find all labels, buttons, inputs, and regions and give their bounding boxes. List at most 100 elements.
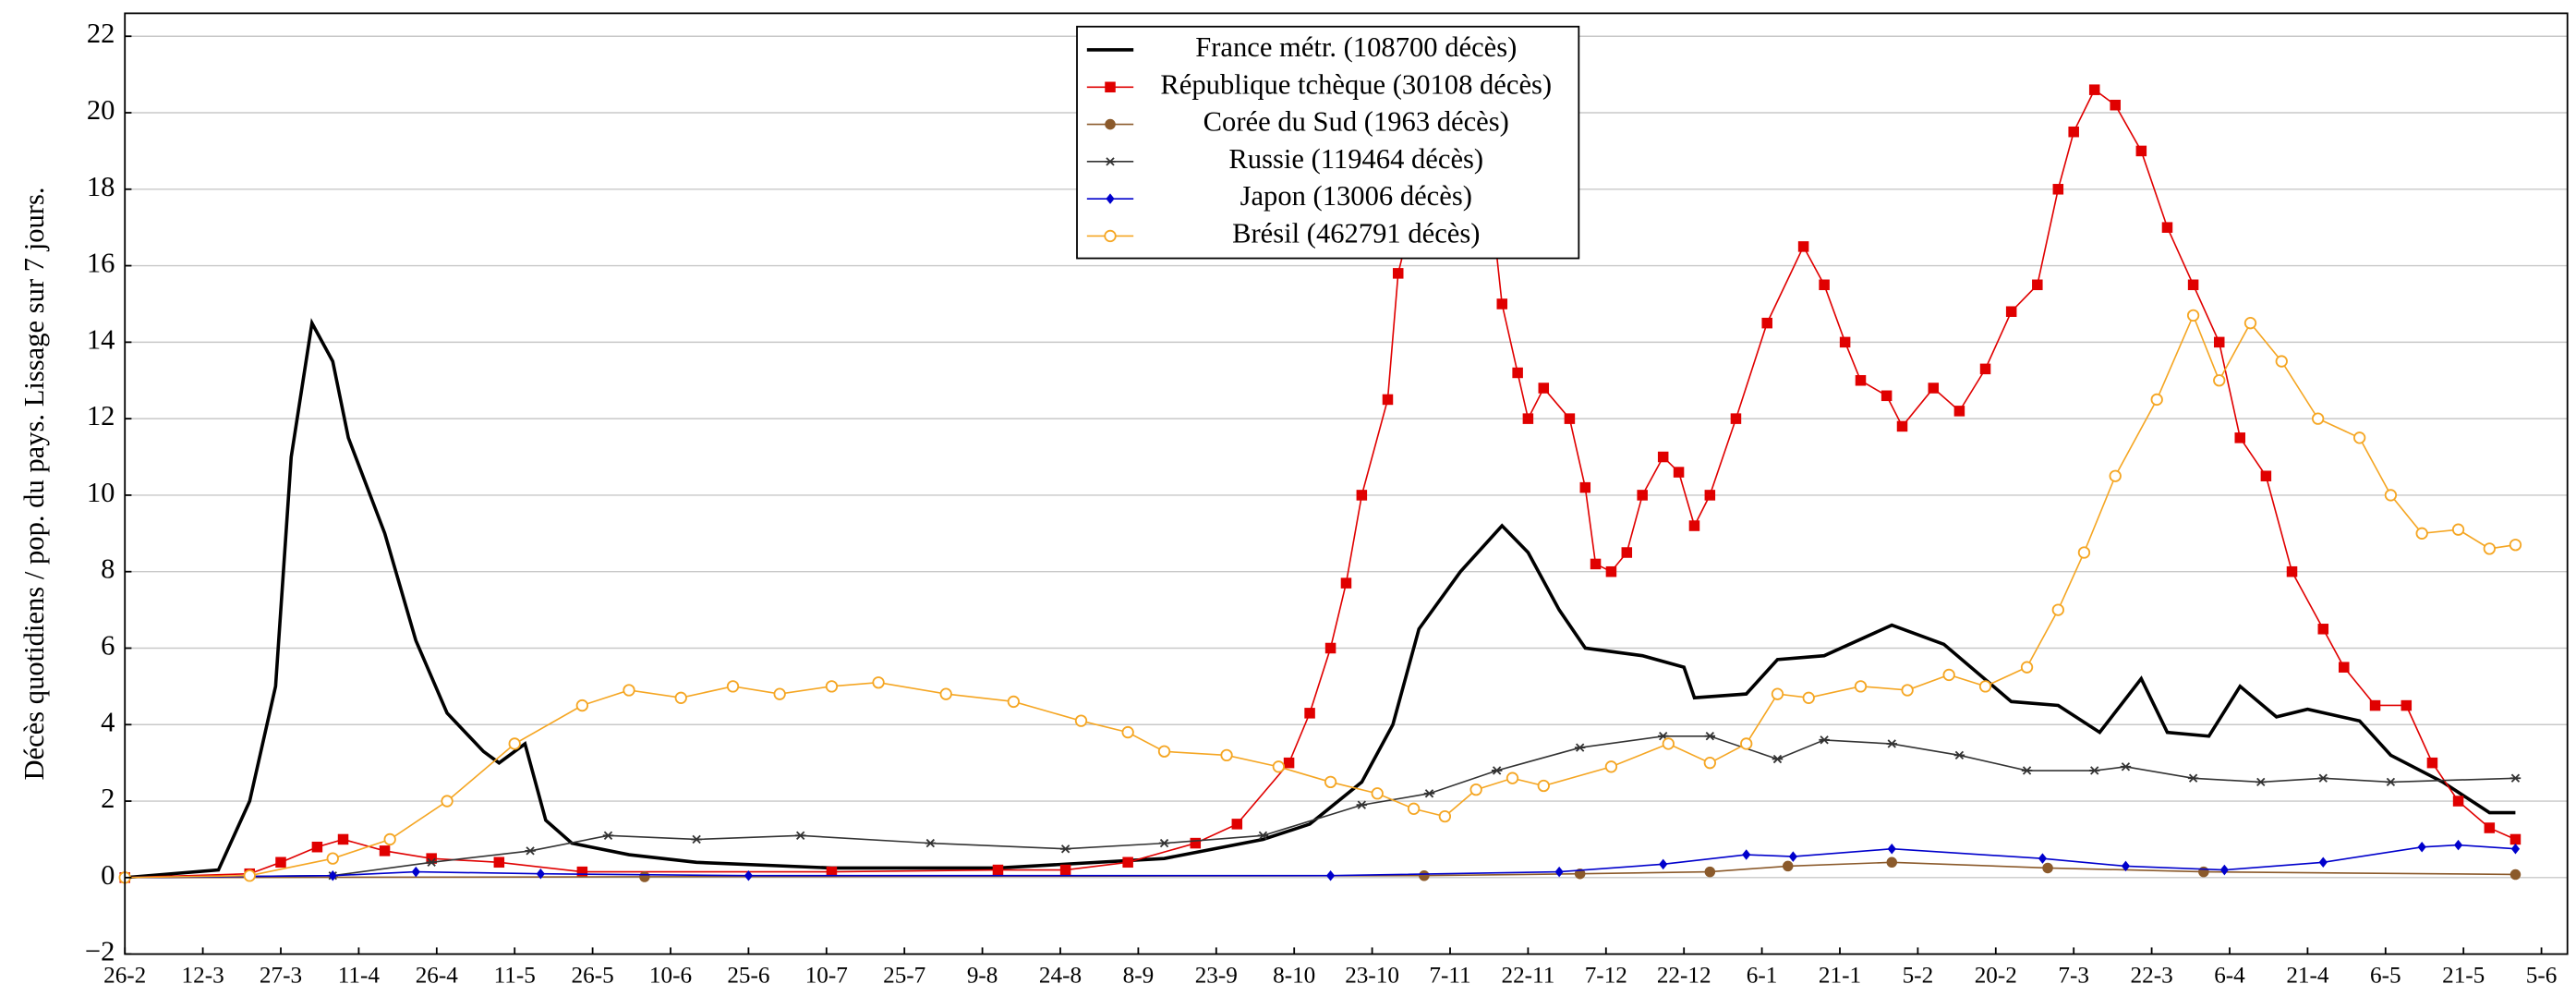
marker <box>1106 193 1115 204</box>
marker <box>275 856 286 869</box>
marker <box>2135 145 2147 157</box>
x-tick-label: 22-3 <box>2131 964 2173 984</box>
marker <box>939 687 952 700</box>
marker <box>1506 771 1519 784</box>
marker <box>674 691 687 704</box>
x-tick-label: 11-5 <box>494 964 536 984</box>
marker <box>992 864 1004 876</box>
marker <box>2426 757 2438 769</box>
x-tick-label: 21-4 <box>2286 964 2329 984</box>
marker <box>1564 413 1576 424</box>
marker <box>1761 317 1772 329</box>
series-line <box>125 318 2516 880</box>
marker <box>1604 760 1618 773</box>
marker <box>1554 866 1564 878</box>
x-tick-label: 9-8 <box>967 964 998 984</box>
marker <box>2255 777 2267 787</box>
x-tick-label: 24-8 <box>1039 964 1082 984</box>
legend-label: République tchèque (30108 décès) <box>1160 68 1552 100</box>
marker <box>1283 757 1295 769</box>
marker <box>379 845 391 856</box>
marker <box>2483 542 2496 555</box>
marker <box>1158 838 1170 848</box>
x-tick-label: 5-6 <box>2526 964 2558 984</box>
marker <box>2451 523 2465 536</box>
marker <box>1074 714 1088 727</box>
marker <box>2509 773 2522 783</box>
y-tick-label: 8 <box>101 553 115 585</box>
marker <box>1742 849 1751 860</box>
marker <box>1704 866 1716 878</box>
marker <box>2161 222 2173 233</box>
marker <box>2260 470 2272 481</box>
x-tick-label: 6-4 <box>2214 964 2245 984</box>
marker <box>1901 684 1914 697</box>
marker <box>1978 680 1992 693</box>
marker <box>1579 481 1591 493</box>
marker <box>1105 157 1116 166</box>
marker <box>383 832 396 846</box>
x-tick-label: 25-6 <box>727 964 769 984</box>
marker <box>2484 822 2496 833</box>
marker <box>2088 84 2100 95</box>
marker <box>1438 809 1452 823</box>
marker <box>1371 787 1384 800</box>
y-axis-label: Décès quotidiens / pop. du pays. Lissage… <box>18 187 50 780</box>
marker <box>2415 527 2428 540</box>
marker <box>2042 862 2053 874</box>
marker <box>1802 691 1815 704</box>
marker <box>1423 789 1435 798</box>
marker <box>1356 800 1368 809</box>
marker <box>1839 336 1851 348</box>
marker <box>1659 858 1668 870</box>
marker <box>2510 844 2521 855</box>
y-tick-label: 14 <box>87 323 115 355</box>
x-tick-label: 26-4 <box>416 964 459 984</box>
y-tick-label: 6 <box>101 630 115 662</box>
marker <box>328 870 337 881</box>
marker <box>1340 577 1352 589</box>
marker <box>2311 412 2325 425</box>
marker <box>2234 432 2245 443</box>
marker <box>2198 866 2209 878</box>
marker <box>1819 279 1830 291</box>
marker <box>1704 490 1716 501</box>
marker <box>525 846 536 856</box>
x-tick-label: 23-9 <box>1195 964 1238 984</box>
marker <box>1886 739 1898 748</box>
marker <box>2213 336 2225 348</box>
y-tick-label: 4 <box>101 706 115 737</box>
marker <box>2088 766 2100 775</box>
x-tick-label: 20-2 <box>1975 964 2017 984</box>
marker <box>1190 837 1202 849</box>
marker <box>426 857 437 867</box>
marker <box>2052 184 2064 195</box>
marker <box>1688 520 1700 531</box>
marker <box>1953 406 1965 417</box>
marker <box>441 795 454 808</box>
x-tick-label: 27-3 <box>260 964 302 984</box>
y-tick-label: −2 <box>85 936 115 967</box>
marker <box>2187 279 2199 291</box>
marker <box>2187 773 2199 783</box>
marker <box>2150 393 2163 407</box>
marker <box>794 831 806 840</box>
marker <box>2417 841 2426 853</box>
x-tick-label: 5-2 <box>1903 964 1934 984</box>
marker <box>1522 413 1534 424</box>
marker <box>2384 489 2398 502</box>
marker <box>1855 374 1867 386</box>
marker <box>1496 298 1508 310</box>
marker <box>623 684 635 697</box>
marker <box>2038 853 2048 864</box>
marker <box>1059 844 1071 854</box>
marker <box>2509 869 2522 881</box>
legend-label: Japon (13006 décès) <box>1240 180 1472 212</box>
marker <box>2110 99 2121 111</box>
marker <box>825 680 839 693</box>
marker <box>2286 565 2298 577</box>
marker <box>2068 126 2079 138</box>
marker <box>2339 662 2350 673</box>
marker <box>2352 431 2366 444</box>
